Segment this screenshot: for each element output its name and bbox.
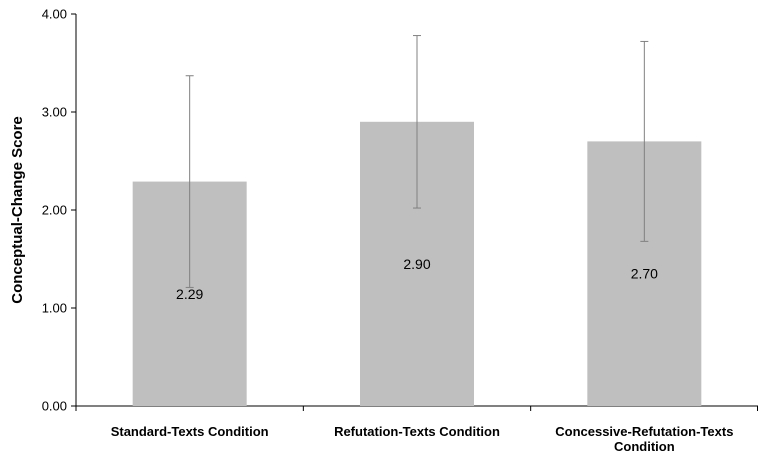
y-tick-label: 0.00 [42, 399, 67, 414]
y-tick-label: 3.00 [42, 105, 67, 120]
data-label: 2.70 [631, 266, 658, 282]
category-label: Concessive-Refutation-Texts [555, 424, 733, 439]
x-axis: Standard-Texts Condition Refutation-Texts… [75, 405, 758, 454]
data-label: 2.90 [403, 256, 430, 272]
y-tick-label: 2.00 [42, 203, 67, 218]
y-axis-title: Conceptual-Change Score [9, 116, 26, 304]
bars: 2.29 2.90 2.70 [132, 35, 702, 407]
y-axis: 0.00 1.00 2.00 3.00 4.00 [42, 7, 77, 414]
category-label: Refutation-Texts Condition [334, 424, 500, 439]
y-tick-label: 1.00 [42, 301, 67, 316]
category-label: Condition [614, 439, 675, 454]
category-label: Standard-Texts Condition [111, 424, 269, 439]
y-tick-label: 4.00 [42, 7, 67, 22]
data-label: 2.29 [176, 286, 203, 302]
